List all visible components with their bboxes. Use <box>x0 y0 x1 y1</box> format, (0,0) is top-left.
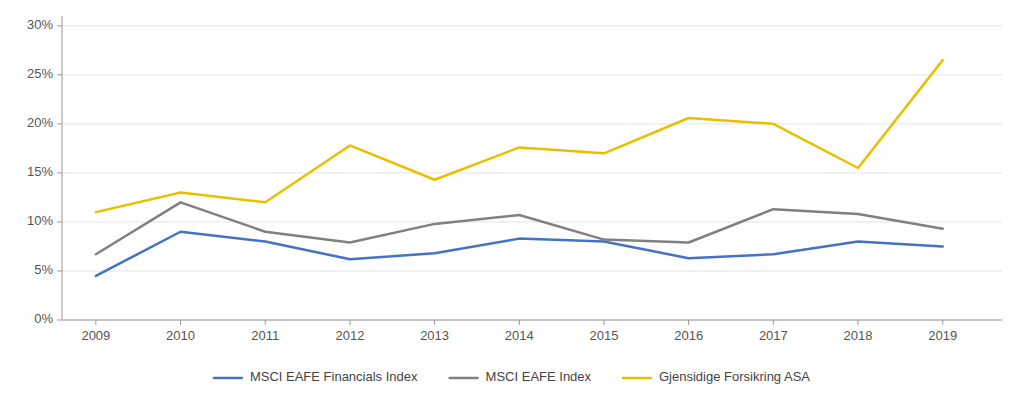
x-tick <box>180 320 181 325</box>
legend-label: MSCI EAFE Financials Index <box>250 369 418 384</box>
x-tick <box>349 320 350 325</box>
y-axis-line <box>62 16 63 320</box>
x-tick <box>688 320 689 325</box>
y-tick <box>57 123 62 124</box>
x-tick-label: 2012 <box>335 328 364 343</box>
series-line <box>96 232 943 276</box>
grid-line <box>62 123 1002 124</box>
legend-label: Gjensidige Forsikring ASA <box>659 369 810 384</box>
x-axis-line <box>62 320 1002 321</box>
x-tick <box>942 320 943 325</box>
x-tick-label: 2015 <box>590 328 619 343</box>
grid-line <box>62 270 1002 271</box>
x-tick <box>265 320 266 325</box>
x-tick-label: 2014 <box>505 328 534 343</box>
y-tick-label: 15% <box>27 164 53 179</box>
x-tick <box>95 320 96 325</box>
x-tick <box>519 320 520 325</box>
y-tick-label: 5% <box>34 262 53 277</box>
legend-swatch <box>623 377 651 380</box>
y-tick <box>57 74 62 75</box>
y-tick-label: 20% <box>27 115 53 130</box>
x-tick-label: 2019 <box>928 328 957 343</box>
y-axis: 0% 5% 10% 15% 20% 25% 30% <box>27 16 62 326</box>
y-tick <box>57 320 62 321</box>
grid-line <box>62 25 1002 26</box>
grid-line <box>62 74 1002 75</box>
series-line <box>96 202 943 254</box>
x-tick-label: 2017 <box>759 328 788 343</box>
grid-line <box>62 320 1002 321</box>
x-tick <box>603 320 604 325</box>
x-tick <box>858 320 859 325</box>
legend-item: Gjensidige Forsikring ASA <box>623 369 810 384</box>
x-tick-label: 2016 <box>674 328 703 343</box>
legend-item: MSCI EAFE Financials Index <box>214 369 418 384</box>
x-tick-label: 2009 <box>81 328 110 343</box>
series-lines <box>96 60 943 276</box>
grid-line <box>62 221 1002 222</box>
x-tick-label: 2011 <box>251 328 279 343</box>
x-tick-label: 2018 <box>844 328 873 343</box>
y-tick-label: 30% <box>27 17 53 32</box>
y-tick <box>57 270 62 271</box>
y-tick-label: 0% <box>34 311 53 326</box>
x-tick <box>773 320 774 325</box>
y-tick-label: 25% <box>27 66 53 81</box>
legend-swatch <box>450 377 478 380</box>
x-tick <box>434 320 435 325</box>
x-tick-label: 2010 <box>166 328 195 343</box>
legend: MSCI EAFE Financials Index MSCI EAFE Inde… <box>214 369 810 384</box>
grid-line <box>62 172 1002 173</box>
y-tick <box>57 221 62 222</box>
legend-label: MSCI EAFE Index <box>486 369 592 384</box>
y-tick-label: 10% <box>27 213 53 228</box>
y-tick <box>57 25 62 26</box>
grid <box>62 26 1002 320</box>
chart: 0%5%10%15%20%25%30%200920102011201220132… <box>0 0 1024 416</box>
y-tick <box>57 172 62 173</box>
legend-item: MSCI EAFE Index <box>450 369 592 384</box>
legend-swatch <box>214 377 242 380</box>
x-tick-label: 2013 <box>420 328 449 343</box>
series-line <box>96 60 943 212</box>
x-axis: 2009 2010 2011 2012 2013 2014 2015 2016 2017 2018… <box>62 320 1002 343</box>
